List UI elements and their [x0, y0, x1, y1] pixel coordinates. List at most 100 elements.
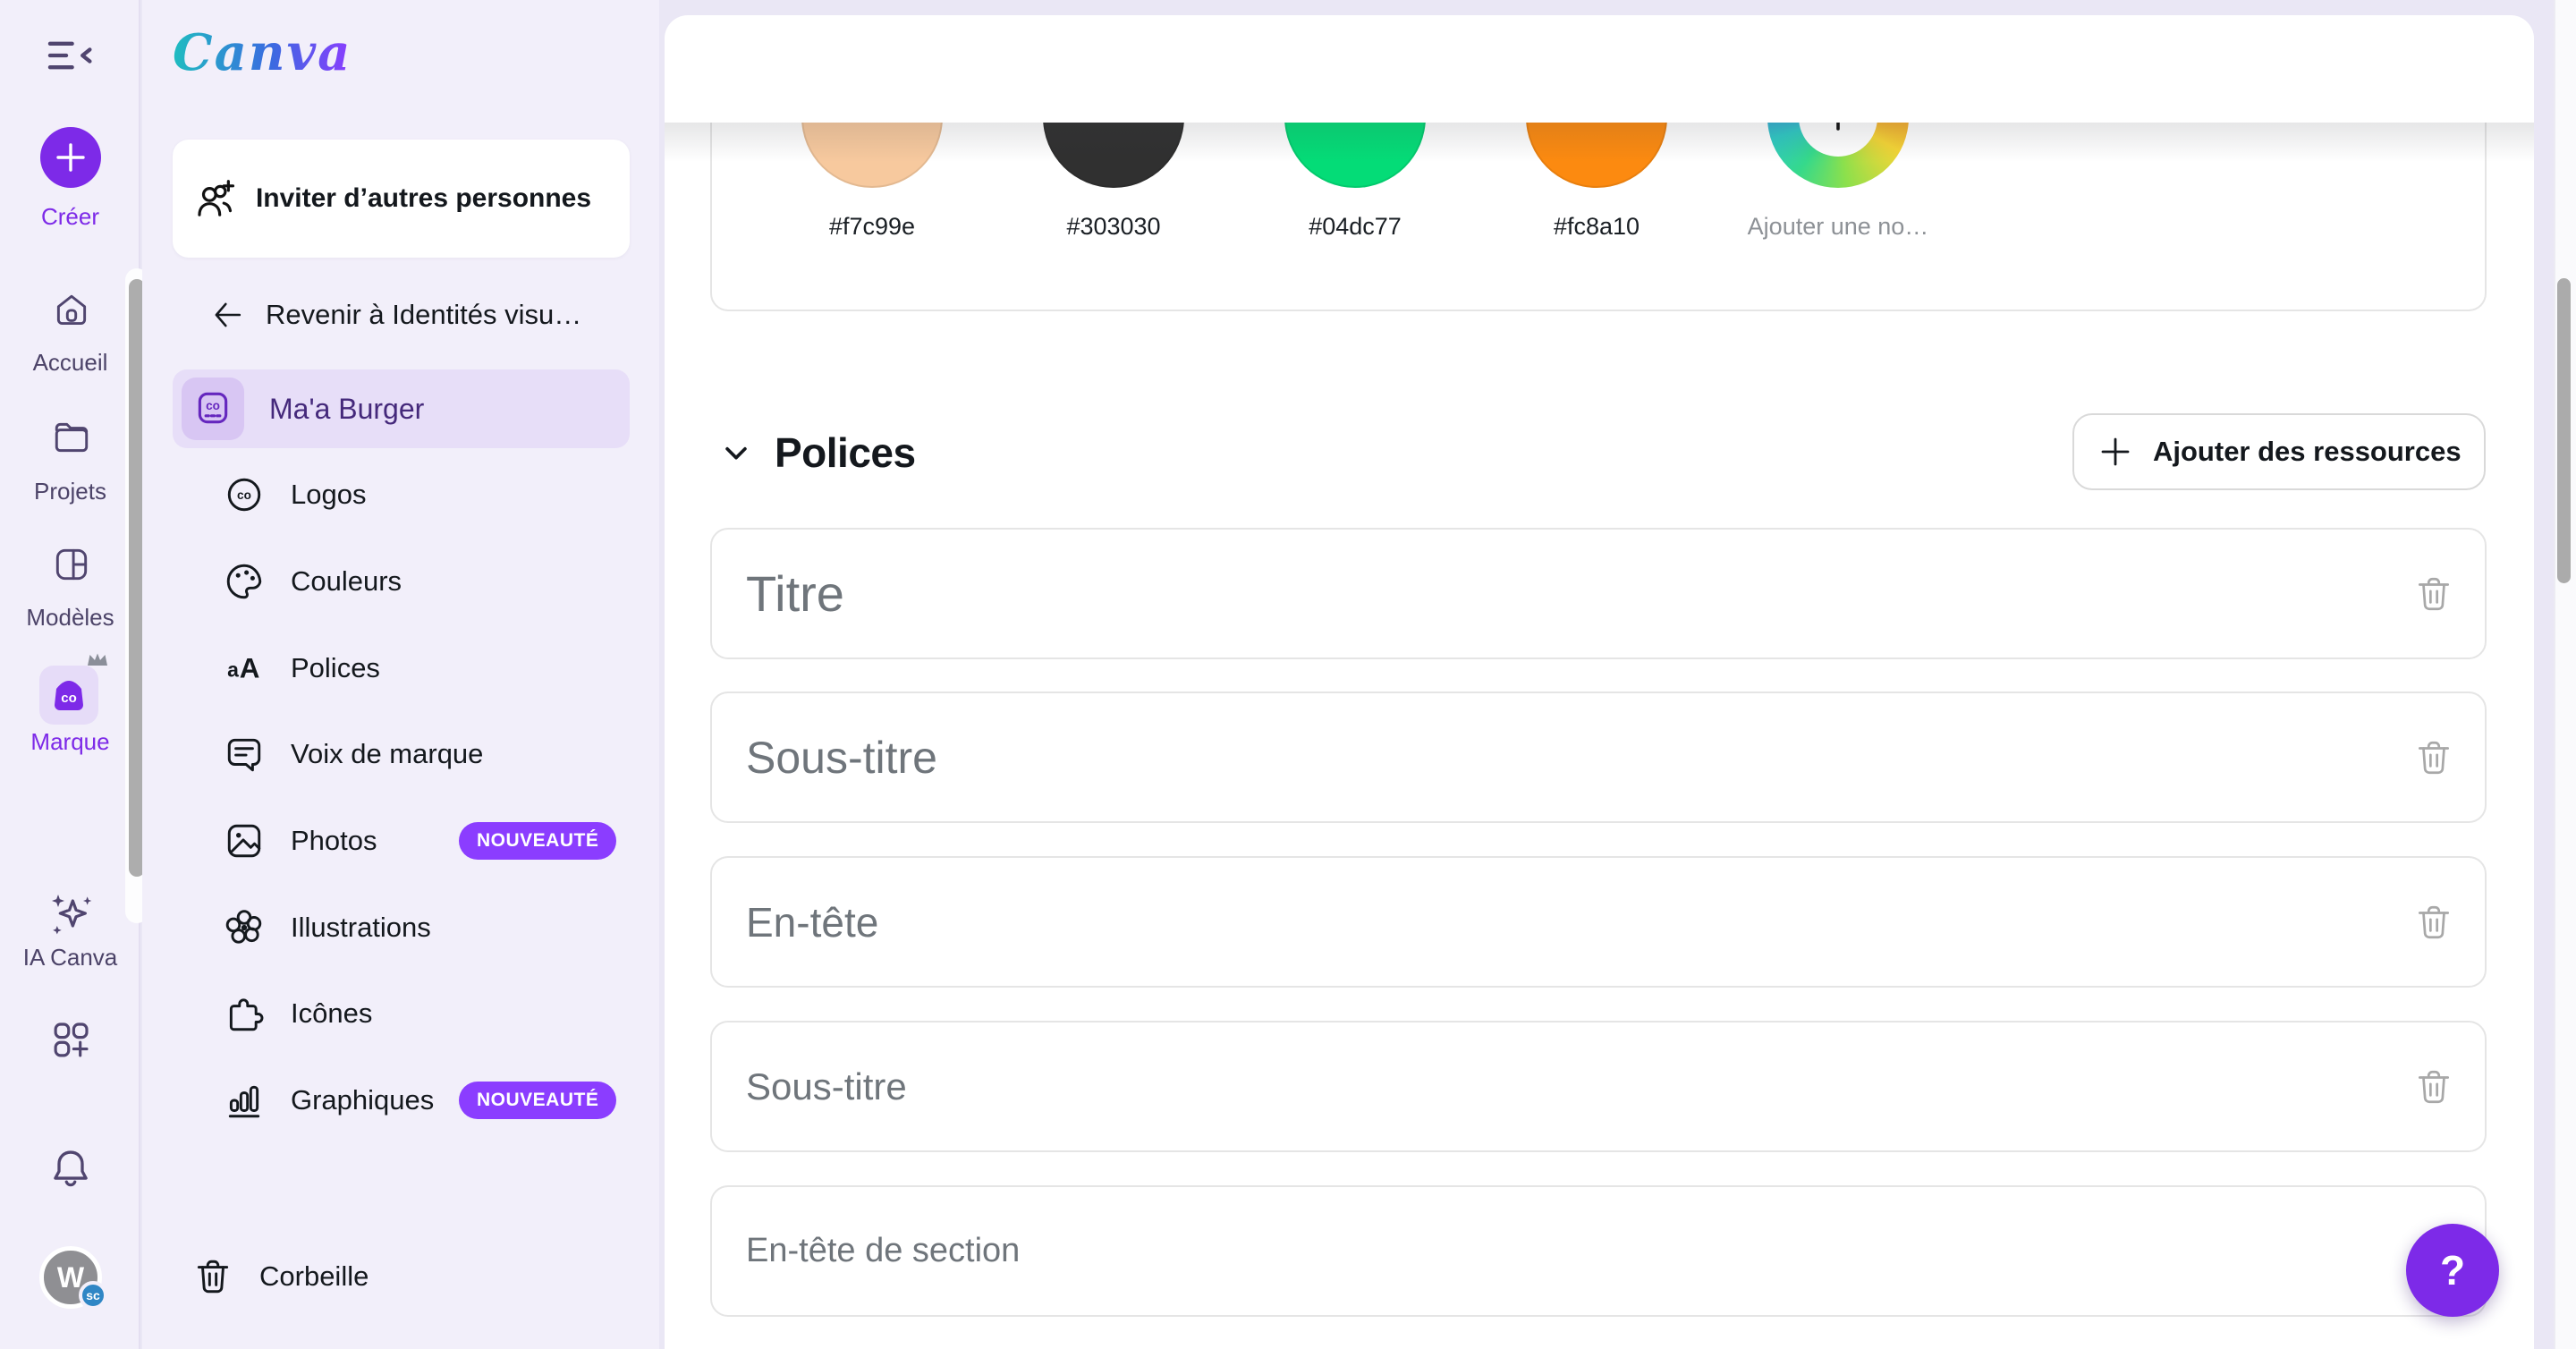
- avatar-team-badge: sc: [79, 1281, 107, 1310]
- color-hex-label: #04dc77: [1309, 213, 1402, 240]
- font-style-label: Titre: [746, 565, 844, 622]
- delete-font-style-icon[interactable]: [2413, 902, 2454, 943]
- sidebar-item-icons-label: Icônes: [291, 997, 373, 1029]
- svg-text:co: co: [237, 488, 251, 502]
- color-hex-label: #fc8a10: [1553, 213, 1640, 240]
- svg-text:co: co: [206, 399, 220, 412]
- color-swatch[interactable]: [1526, 123, 1667, 188]
- chevron-down-icon[interactable]: [721, 437, 751, 468]
- help-button-label: ?: [2439, 1247, 2466, 1294]
- font-style-row[interactable]: Titre: [710, 528, 2487, 659]
- invite-people-button[interactable]: Inviter d’autres personnes: [173, 140, 630, 258]
- sidebar-item-brand[interactable]: co: [39, 666, 98, 725]
- sidebar-item-colors-label: Couleurs: [291, 565, 402, 597]
- avatar-team-badge-text: sc: [86, 1288, 100, 1302]
- color-hex-label: #f7c99e: [828, 213, 916, 240]
- plus-icon: [2101, 437, 2130, 466]
- create-button[interactable]: [40, 127, 101, 188]
- add-resources-label: Ajouter des ressources: [2153, 436, 2462, 467]
- brand-voice-icon: [227, 738, 261, 772]
- sidebar-item-fonts[interactable]: a A Polices: [173, 625, 630, 711]
- avatar[interactable]: W: [39, 1246, 102, 1309]
- sidebar-item-projects-label: Projets: [34, 478, 106, 505]
- create-label: Créer: [40, 203, 99, 230]
- color-swatch[interactable]: [801, 123, 943, 188]
- charts-icon: [228, 1085, 260, 1118]
- sidebar-item-charts[interactable]: Graphiques NOUVEAUTÉ: [173, 1057, 630, 1143]
- svg-text:A: A: [240, 652, 260, 683]
- svg-text:a: a: [227, 658, 239, 681]
- folder-icon: [55, 422, 89, 453]
- font-style-label: Sous-titre: [746, 732, 937, 783]
- illustrations-icon: [225, 910, 262, 944]
- template-icon: [55, 548, 88, 581]
- photos-icon: [227, 824, 261, 858]
- back-to-brand-kits[interactable]: Revenir à Identités visu…: [173, 292, 630, 338]
- fonts-section-header: Polices: [721, 419, 1794, 487]
- sidebar-item-templates-label: Modèles: [26, 604, 114, 631]
- trash-icon: [197, 1260, 229, 1294]
- brand-kit-icon: co: [55, 681, 83, 710]
- sidebar-item-canva-ai-label: IA Canva: [22, 944, 118, 971]
- sparkles-icon: [52, 895, 92, 935]
- sidebar-item-illustrations-label: Illustrations: [291, 912, 431, 943]
- font-style-row[interactable]: En-tête: [710, 856, 2487, 988]
- back-arrow-icon: [215, 302, 242, 327]
- brand-kit-item-selected[interactable]: co Ma'a Burger: [173, 369, 630, 448]
- sidebar-item-trash-label: Corbeille: [259, 1260, 369, 1292]
- delete-font-style-icon[interactable]: [2413, 737, 2454, 778]
- brand-kit-icon-box: co: [182, 378, 244, 440]
- logos-icon: co: [227, 478, 261, 512]
- notifications-button[interactable]: [47, 1146, 94, 1192]
- sidebar-item-brand-label: Marque: [30, 728, 110, 755]
- canva-logo[interactable]: Canva: [173, 23, 352, 82]
- delete-font-style-icon[interactable]: [2413, 1066, 2454, 1107]
- sidebar-item-trash[interactable]: Corbeille: [173, 1234, 630, 1319]
- brand-kit-name: Ma'a Burger: [269, 392, 425, 425]
- fonts-icon: a A: [227, 652, 260, 683]
- page-scrollbar-track: [2554, 0, 2576, 1349]
- sidebar-item-brand-voice-label: Voix de marque: [291, 738, 484, 769]
- sidebar-item-projects[interactable]: [51, 417, 92, 458]
- invite-people-label: Inviter d’autres personnes: [255, 183, 592, 213]
- add-resources-button[interactable]: Ajouter des ressources: [2072, 413, 2486, 490]
- collapse-sidebar-button[interactable]: [46, 38, 96, 73]
- add-color-label: Ajouter une no…: [1747, 213, 1929, 240]
- add-color-button[interactable]: [1767, 123, 1909, 188]
- delete-font-style-icon[interactable]: [2413, 573, 2454, 615]
- font-style-label: En-tête de section: [746, 1232, 1021, 1269]
- sidebar-item-brand-voice[interactable]: Voix de marque: [173, 711, 630, 797]
- sidebar-item-colors[interactable]: Couleurs: [173, 539, 630, 624]
- charts-new-badge: NOUVEAUTÉ: [459, 1082, 617, 1119]
- page-scrollbar-thumb[interactable]: [2557, 278, 2571, 583]
- font-style-row[interactable]: Sous-titre: [710, 1021, 2487, 1152]
- font-style-row[interactable]: En-tête de section: [710, 1185, 2487, 1317]
- sidebar-item-apps[interactable]: [48, 1016, 93, 1065]
- plus-icon: [1836, 123, 1840, 131]
- photos-new-badge: NOUVEAUTÉ: [459, 822, 617, 860]
- home-icon: [56, 294, 87, 326]
- sidebar-item-templates[interactable]: [51, 544, 92, 585]
- color-swatch[interactable]: [1284, 123, 1426, 188]
- sidebar-item-canva-ai[interactable]: [46, 888, 96, 938]
- add-color-hole: [1799, 123, 1877, 157]
- font-style-label: Sous-titre: [746, 1065, 907, 1107]
- sidebar-item-fonts-label: Polices: [291, 652, 380, 683]
- sidebar-item-logos[interactable]: co Logos: [173, 452, 630, 538]
- font-style-row[interactable]: Sous-titre: [710, 691, 2487, 823]
- help-button[interactable]: ?: [2406, 1224, 2499, 1317]
- sidebar-item-photos[interactable]: Photos NOUVEAUTÉ: [173, 798, 630, 884]
- font-style-label: En-tête: [746, 898, 879, 946]
- rail-scrollbar-thumb[interactable]: [129, 279, 145, 877]
- svg-text:co: co: [61, 691, 77, 706]
- collapse-menu-icon: [47, 41, 92, 70]
- color-hex-label: #303030: [1066, 213, 1161, 240]
- sidebar-item-home-label: Accueil: [32, 349, 108, 376]
- sidebar-item-illustrations[interactable]: Illustrations: [173, 885, 630, 971]
- sidebar-item-icons[interactable]: Icônes: [173, 971, 630, 1056]
- color-swatch[interactable]: [1043, 123, 1184, 188]
- sidebar-item-home[interactable]: [51, 291, 92, 332]
- puzzle-icon: [229, 998, 264, 1031]
- plus-icon: [56, 143, 85, 172]
